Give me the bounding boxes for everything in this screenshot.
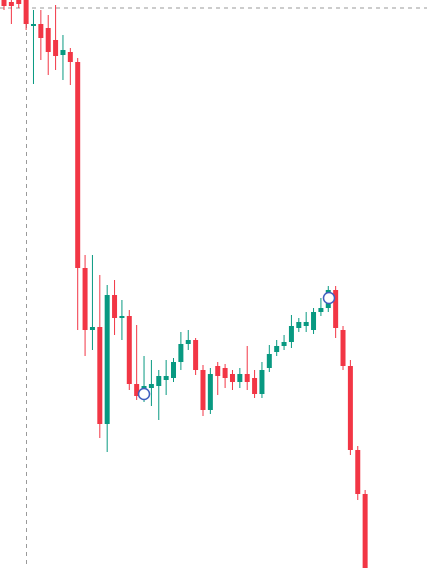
candle-body (266, 354, 272, 368)
candle-body (82, 268, 88, 330)
candle-body (362, 494, 368, 568)
candle-body (104, 295, 110, 424)
candle-body (8, 2, 14, 6)
candle-body (156, 376, 162, 386)
candle-body (274, 346, 280, 352)
candle-body (67, 52, 73, 62)
candle-body (171, 362, 177, 378)
candle-body (185, 340, 191, 344)
trade-marker (137, 387, 151, 401)
candle-body (178, 344, 184, 362)
candle-body (222, 368, 228, 378)
candle-body (288, 326, 294, 342)
candle-body (207, 374, 213, 410)
candle-body (75, 62, 81, 268)
candle-body (303, 322, 309, 326)
candle-body (296, 322, 302, 328)
trade-marker (322, 291, 336, 305)
candle-body (281, 342, 287, 346)
candle-body (237, 374, 243, 382)
candle-body (134, 384, 140, 396)
candle-body (163, 376, 169, 380)
candle-body (355, 450, 361, 494)
candle-body (38, 24, 44, 38)
candle-body (340, 330, 346, 366)
candle-body (23, 0, 29, 24)
candle-body (119, 316, 125, 318)
candle-body (259, 370, 265, 394)
candles (1, 0, 368, 568)
candle-body (97, 327, 103, 424)
candle-body (53, 40, 59, 56)
candle-body (89, 327, 95, 330)
candle-body (229, 374, 235, 382)
candle-body (244, 374, 250, 382)
candle-body (45, 28, 51, 52)
candle-body (311, 312, 317, 330)
candle-body (200, 370, 206, 410)
candle-body (60, 50, 66, 55)
candle-body (193, 340, 199, 370)
candle-body (148, 384, 154, 388)
candle-body (252, 378, 258, 394)
candle-body (347, 366, 353, 450)
candle-body (318, 308, 324, 312)
candle-body (112, 295, 118, 318)
candle-body (30, 24, 36, 26)
candle-body (215, 366, 221, 376)
candle-body (333, 290, 339, 328)
candle-body (1, 0, 7, 6)
candle-body (16, 0, 22, 4)
candle-body (126, 316, 132, 384)
